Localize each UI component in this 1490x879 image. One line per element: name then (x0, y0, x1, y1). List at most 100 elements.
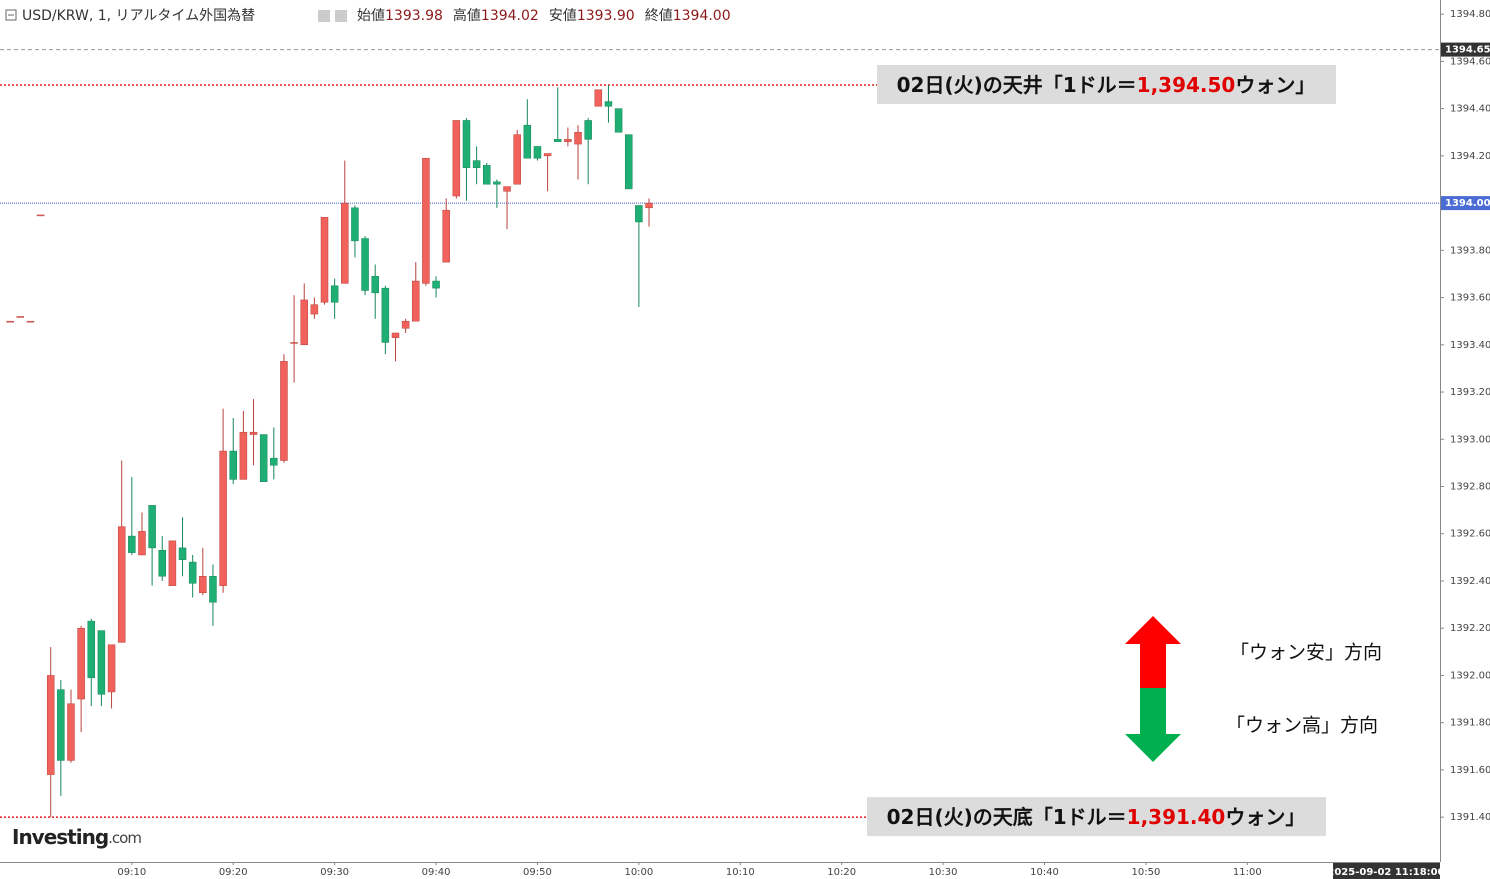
candle-body (138, 531, 146, 556)
x-tick-label: 09:50 (523, 867, 552, 878)
candle-body (178, 547, 187, 560)
ohlc-value: 1393.98 (385, 8, 443, 24)
annotation-value: 1,394.50 (1137, 73, 1236, 97)
y-tick-label: 1391.80 (1450, 718, 1490, 729)
candle-body (635, 205, 643, 223)
candle-body (381, 287, 390, 343)
y-tick-label: 1392.40 (1450, 576, 1490, 587)
candle-body (199, 575, 207, 594)
annotation-text: 02日(火)の天底「1ドル＝ (887, 805, 1127, 829)
y-tick-label: 1394.60 (1450, 56, 1490, 67)
ohlc-label: 始値 (357, 8, 385, 24)
candle-body (584, 120, 592, 140)
y-tick-label: 1394.40 (1450, 104, 1490, 115)
x-tick-label: 10:10 (726, 867, 755, 878)
candle-body (188, 561, 197, 584)
candle-body (462, 120, 471, 168)
candle-body (128, 535, 136, 553)
y-tick-label: 1393.00 (1450, 434, 1490, 445)
candle-body (57, 689, 65, 761)
ohlc-label: 安値 (549, 8, 577, 24)
candle-body (168, 540, 177, 586)
ohlc-label: 高値 (453, 7, 481, 24)
candle-body (330, 285, 339, 303)
candle-body (361, 238, 369, 291)
candle-body (371, 276, 379, 294)
ohlc-value: 1394.02 (481, 8, 539, 24)
x-tick-label: 10:30 (929, 867, 958, 878)
candle-body (290, 342, 298, 344)
candle-body (341, 202, 349, 284)
x-tick-label: 09:10 (117, 867, 146, 878)
y-tick-label: 1393.60 (1450, 293, 1490, 304)
candle-body (614, 108, 623, 133)
y-tick-label: 1392.20 (1450, 623, 1490, 634)
header: USD/KRW, 1, リアルタイム外国為替 始値1393.98 高値1394.0… (5, 7, 731, 24)
y-tick-label: 1392.60 (1450, 529, 1490, 540)
annotation-box (867, 797, 1326, 837)
candle-body (523, 124, 532, 159)
candle-body (533, 146, 542, 159)
annotation-value: 1,391.40 (1127, 805, 1226, 829)
candle-body (229, 450, 237, 480)
candle-body (574, 132, 582, 145)
price-label: 1394.00 (1445, 198, 1490, 209)
candle-body (401, 320, 410, 329)
candle-body (553, 139, 562, 142)
header-ohlc: 始値1393.98 高値1394.02 安値1393.90 終値1394.00 (357, 7, 731, 24)
icon (318, 10, 330, 22)
y-tick-label: 1392.00 (1450, 670, 1490, 681)
direction-label: 「ウォン安」方向 (1230, 642, 1382, 664)
annotation-box (877, 65, 1336, 105)
annotation: 02日(火)の天井「1ドル＝1,394.50ウォン」 (897, 73, 1316, 97)
icon (335, 10, 347, 22)
candle-body (483, 165, 491, 185)
candle-body (46, 675, 55, 775)
candle-body (624, 134, 633, 190)
candle-body (16, 316, 25, 318)
candle-body (77, 627, 85, 700)
candle-body (513, 134, 521, 185)
x-tick-label: 09:30 (320, 867, 349, 878)
logo-suffix: .com (108, 829, 141, 847)
candle-body (604, 101, 613, 107)
timestamp-box (1333, 863, 1440, 879)
annotation-text: 02日(火)の天井「1ドル＝ (897, 73, 1137, 97)
ohlc-value: 1393.90 (577, 8, 635, 24)
candle-body (472, 160, 481, 168)
candle-body (310, 304, 319, 315)
candle-body (67, 703, 75, 761)
candle-body (422, 157, 430, 284)
candle-body (26, 320, 35, 323)
candle-body (117, 526, 126, 643)
candle-body (87, 620, 96, 679)
annotation-text: ウォン」 (1225, 805, 1305, 829)
candle-body (148, 505, 156, 549)
y-tick-label: 1393.80 (1450, 245, 1490, 256)
price-label: 1394.65 (1445, 45, 1490, 56)
timestamp: 2025-09-02 11:18:00 (1327, 867, 1444, 878)
logo: Investing.com (12, 825, 141, 849)
collapse-icon (5, 9, 17, 21)
y-tick-label: 1391.40 (1450, 812, 1490, 823)
candle-body (442, 209, 450, 263)
x-tick-label: 11:00 (1233, 867, 1262, 878)
candle-body (320, 217, 329, 303)
candle-body (219, 450, 227, 586)
x-tick-label: 10:00 (624, 867, 653, 878)
candle-body (452, 120, 461, 197)
down-arrow (1125, 688, 1181, 762)
x-tick-label: 09:20 (219, 867, 248, 878)
y-tick-label: 1391.60 (1450, 765, 1490, 776)
y-tick-label: 1393.20 (1450, 387, 1490, 398)
logo-brand: Investing (12, 825, 108, 849)
x-tick-label: 09:40 (422, 867, 451, 878)
price-box (1441, 42, 1490, 57)
annotation: 02日(火)の天底「1ドル＝1,391.40ウォン」 (887, 805, 1306, 829)
candle-body (158, 550, 167, 577)
candle-body (259, 434, 268, 483)
candle-body (300, 299, 308, 346)
candle-body (270, 457, 278, 466)
